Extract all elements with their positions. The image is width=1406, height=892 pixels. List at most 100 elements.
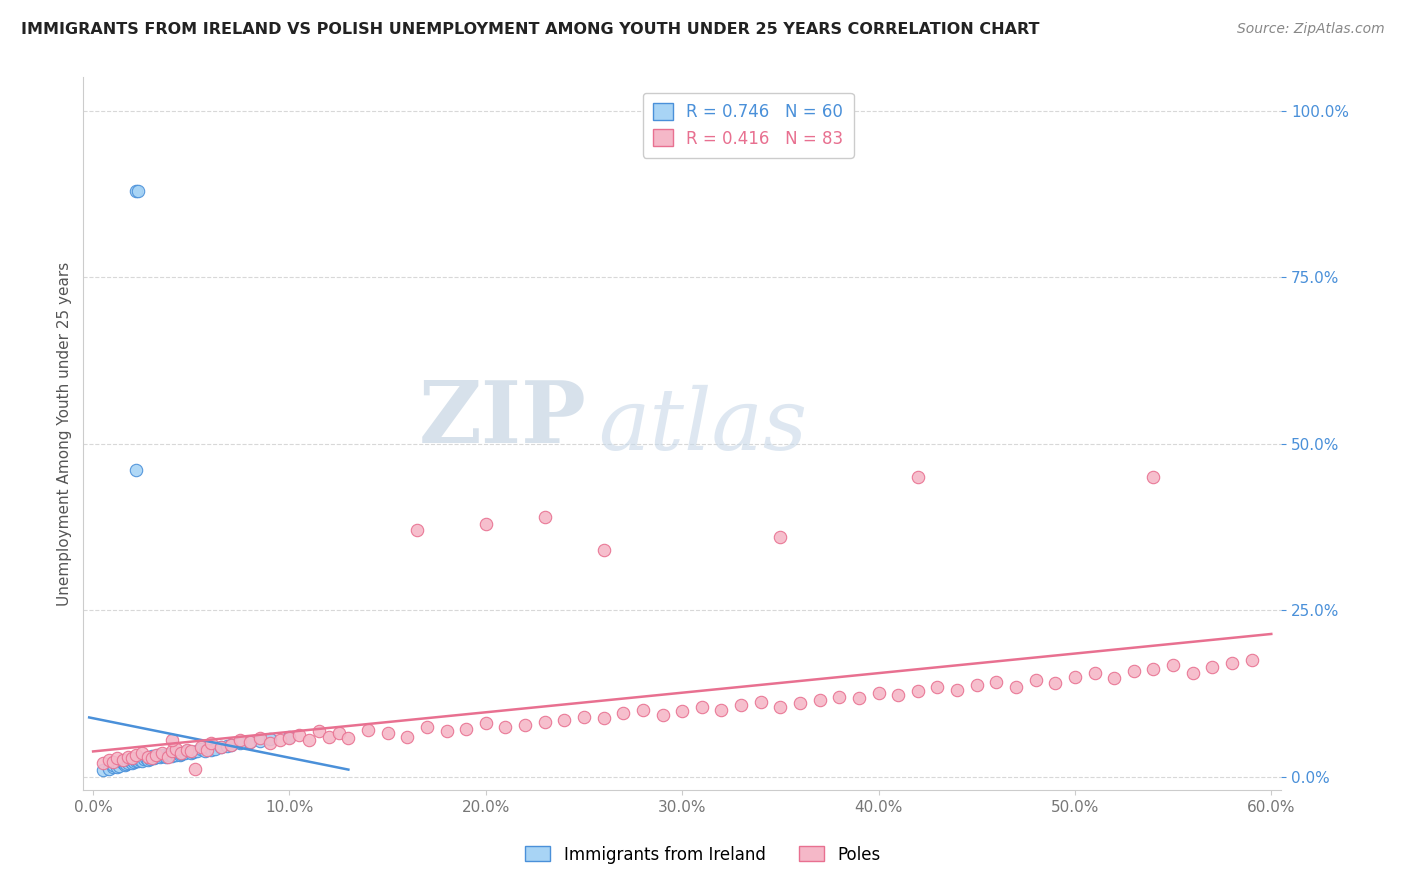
Point (215, 739, 238, 753)
Point (143, 751, 166, 765)
Point (169, 748, 191, 763)
Point (155, 749, 177, 764)
Point (357, 723, 380, 737)
Point (166, 746, 188, 760)
Point (101, 759, 124, 773)
Point (101, 755, 124, 769)
Text: Source: ZipAtlas.com: Source: ZipAtlas.com (1237, 22, 1385, 37)
Point (1025, 673, 1047, 687)
Point (149, 750, 172, 764)
Point (141, 750, 163, 764)
Point (97, 753, 120, 767)
Point (146, 748, 169, 763)
Point (200, 736, 222, 750)
Point (111, 756, 134, 771)
Point (1201, 659, 1223, 673)
Point (120, 754, 142, 768)
Point (436, 724, 458, 739)
Point (145, 748, 167, 763)
Legend: R = 0.746   N = 60, R = 0.416   N = 83: R = 0.746 N = 60, R = 0.416 N = 83 (643, 93, 853, 158)
Point (176, 744, 198, 758)
Point (298, 732, 321, 747)
Point (848, 690, 870, 705)
Point (868, 686, 890, 700)
Point (105, 760, 128, 774)
Point (124, 755, 146, 769)
Point (710, 703, 733, 717)
Point (125, 463, 148, 477)
Point (318, 730, 340, 744)
Point (533, 714, 555, 729)
Y-axis label: Unemployment Among Youth under 25 years: Unemployment Among Youth under 25 years (58, 261, 72, 606)
Point (105, 751, 128, 765)
Point (808, 693, 831, 707)
Point (249, 731, 271, 745)
Point (184, 762, 207, 776)
Point (1181, 666, 1204, 681)
Point (180, 744, 202, 758)
Point (170, 747, 193, 761)
Point (97, 762, 120, 776)
Point (259, 732, 281, 747)
Point (416, 720, 439, 734)
Point (111, 753, 134, 767)
Point (219, 738, 242, 752)
Point (125, 752, 148, 766)
Point (495, 720, 517, 734)
Point (259, 736, 281, 750)
Point (200, 743, 222, 757)
Legend: Immigrants from Ireland, Poles: Immigrants from Ireland, Poles (519, 839, 887, 871)
Point (159, 747, 181, 761)
Point (651, 708, 673, 723)
Point (131, 751, 153, 765)
Point (150, 748, 173, 763)
Point (1122, 665, 1144, 679)
Point (209, 739, 232, 754)
Point (160, 732, 183, 747)
Point (117, 756, 139, 770)
Point (1142, 662, 1164, 676)
Point (121, 751, 143, 765)
Point (396, 730, 419, 744)
Point (141, 751, 163, 765)
Point (475, 516, 498, 531)
Point (219, 738, 242, 752)
Point (101, 757, 124, 772)
Point (377, 726, 399, 740)
Point (278, 730, 301, 744)
Point (475, 716, 498, 731)
Point (129, 753, 152, 767)
Point (117, 749, 139, 764)
Point (769, 699, 792, 714)
Point (125, 754, 148, 768)
Point (91, 763, 114, 777)
Point (125, 184, 148, 198)
Point (572, 709, 595, 723)
Point (195, 743, 218, 757)
Point (1240, 653, 1263, 667)
Point (631, 703, 654, 717)
Point (278, 731, 301, 745)
Point (150, 746, 173, 760)
Text: ZIP: ZIP (419, 377, 586, 461)
Point (127, 184, 149, 198)
Point (111, 755, 134, 769)
Point (136, 753, 159, 767)
Point (194, 744, 217, 758)
Point (165, 747, 187, 762)
Point (135, 751, 157, 765)
Point (156, 749, 179, 764)
Point (1045, 676, 1067, 690)
Point (131, 746, 153, 760)
Point (966, 678, 988, 692)
Point (181, 745, 204, 759)
Text: atlas: atlas (599, 385, 807, 467)
Point (229, 732, 252, 747)
Point (139, 751, 162, 765)
Point (288, 728, 311, 742)
Point (946, 683, 969, 698)
Point (456, 722, 478, 736)
Point (1083, 666, 1105, 681)
Point (907, 470, 929, 484)
Point (513, 717, 536, 731)
